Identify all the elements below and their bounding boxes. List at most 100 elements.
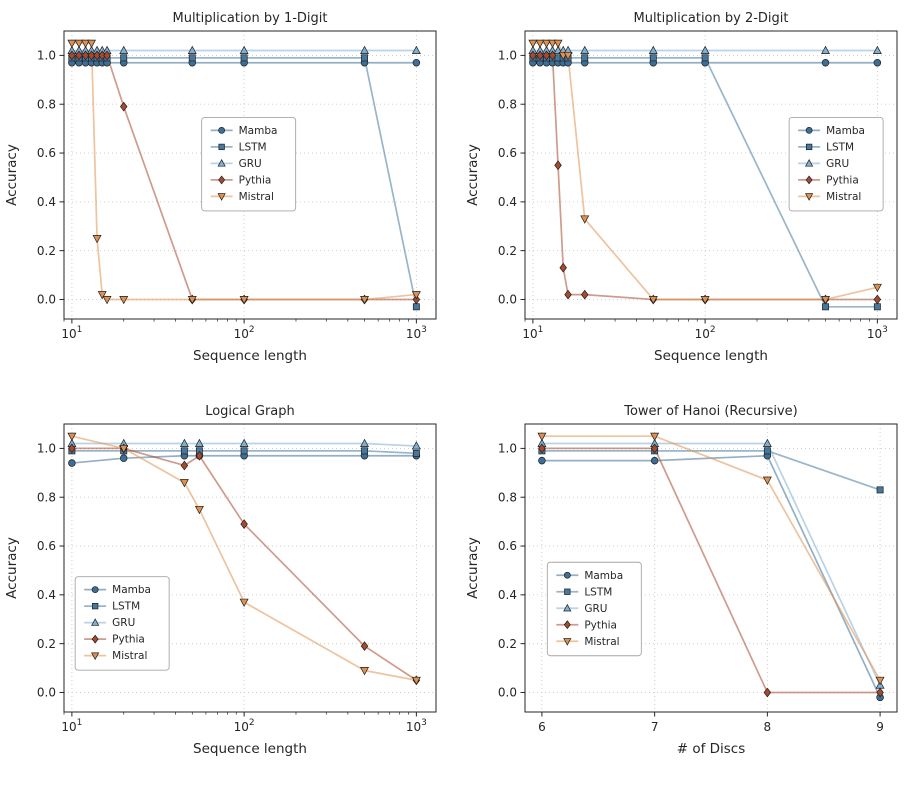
x-tick-label: 103 [406, 718, 427, 734]
series-markers-mistral [67, 39, 421, 305]
legend-label-gru: GRU [239, 158, 262, 170]
y-tick-label: 0.4 [37, 588, 56, 602]
axes-box [63, 30, 437, 320]
y-tick-label: 0.2 [498, 637, 517, 651]
grid-lines [525, 424, 897, 712]
series-markers-mistral [67, 432, 421, 686]
legend-label-pythia: Pythia [584, 619, 617, 631]
legend-label-gru: GRU [584, 603, 607, 615]
x-tick-label: 102 [695, 325, 716, 341]
y-tick-label: 0.0 [498, 293, 517, 307]
x-tick-label: 101 [61, 325, 82, 341]
legend-box [546, 561, 642, 657]
series-markers-mistral [528, 39, 882, 305]
y-tick-label: 0.2 [37, 244, 56, 258]
chart-title: Multiplication by 1-Digit [172, 11, 327, 26]
axis-ticks [59, 54, 417, 324]
y-tick-label: 0.8 [37, 97, 56, 111]
series-markers-gru [67, 438, 421, 450]
x-tick-label: 9 [876, 720, 884, 734]
series-markers-pythia [538, 443, 884, 698]
x-tick-label: 8 [764, 720, 772, 734]
legend-label-gru: GRU [112, 617, 135, 629]
chart-logical-graph: 0.0 0.2 0.4 0.6 0.8 1.0 101 102 103 Logical Graph… [0, 393, 461, 786]
legend-label-pythia: Pythia [239, 175, 272, 187]
y-tick-label: 0.6 [498, 146, 517, 160]
y-tick-label: 0.4 [498, 588, 517, 602]
legend-label-gru: GRU [826, 158, 849, 170]
chart-svg: 0.0 0.2 0.4 0.6 0.8 1.0 101 102 103 Multiplicatio… [4, 11, 437, 364]
axes-box [524, 423, 898, 713]
y-tick-label: 0.0 [37, 293, 56, 307]
x-tick-label: 102 [234, 325, 255, 341]
series-line-mistral [541, 435, 881, 681]
chart-title: Tower of Hanoi (Recursive) [623, 404, 798, 419]
y-tick-label: 0.6 [37, 146, 56, 160]
y-tick-label: 0.8 [498, 97, 517, 111]
x-tick-label: 103 [867, 325, 888, 341]
series-markers-mistral [537, 432, 885, 686]
series-markers-lstm [538, 447, 884, 494]
y-tick-label: 0.0 [37, 686, 56, 700]
y-tick-label: 0.8 [37, 490, 56, 504]
legend-label-lstm: LSTM [239, 142, 267, 154]
axis-ticks [59, 447, 417, 717]
y-tick-label: 1.0 [37, 442, 56, 456]
x-tick-label: 103 [406, 325, 427, 341]
legend-label-mamba: Mamba [112, 584, 151, 596]
x-axis-label: # of Discs [677, 741, 746, 757]
legend: Mamba LSTM GRU Pythia Mistral [74, 576, 170, 671]
legend: Mamba LSTM GRU Pythia Mistral [546, 561, 642, 657]
legend: Mamba LSTM GRU Pythia Mistral [201, 116, 297, 212]
series-line-gru [541, 442, 881, 686]
chart-title: Logical Graph [205, 404, 295, 419]
series-line-pythia [541, 447, 881, 694]
y-tick-label: 0.2 [37, 637, 56, 651]
legend-box [201, 116, 297, 212]
legend-label-mamba: Mamba [584, 570, 623, 582]
x-tick-label: 101 [61, 718, 82, 734]
chart-title: Multiplication by 2-Digit [633, 11, 788, 26]
grid-lines [64, 424, 436, 712]
y-axis-label: Accuracy [4, 537, 20, 599]
legend: Mamba LSTM GRU Pythia Mistral [788, 116, 884, 212]
chart-svg: 0.0 0.2 0.4 0.6 0.8 1.0 101 102 103 Multiplicatio… [465, 11, 898, 364]
series-line-lstm [541, 450, 881, 491]
x-tick-label: 6 [538, 720, 546, 734]
legend-label-mistral: Mistral [584, 636, 619, 648]
chart-multiplication-1digit: 0.0 0.2 0.4 0.6 0.8 1.0 101 102 103 Multiplicatio… [0, 0, 461, 393]
x-tick-label: 102 [234, 718, 255, 734]
legend-label-lstm: LSTM [584, 586, 612, 598]
y-tick-label: 1.0 [498, 442, 517, 456]
legend-label-mistral: Mistral [112, 650, 147, 662]
y-tick-label: 0.6 [498, 539, 517, 553]
y-tick-label: 0.4 [37, 195, 56, 209]
y-axis-label: Accuracy [465, 537, 481, 599]
series-markers-gru [528, 45, 882, 54]
chart-tower-of-hanoi: 0.0 0.2 0.4 0.6 0.8 1.0 6 7 8 9 Tower of Hanoi (Re… [461, 393, 922, 786]
y-axis-label: Accuracy [465, 144, 481, 206]
legend-label-lstm: LSTM [826, 142, 854, 154]
series-markers-gru [67, 45, 421, 54]
x-tick-label: 7 [651, 720, 659, 734]
axis-ticks [520, 447, 881, 717]
legend-label-mamba: Mamba [239, 125, 278, 137]
y-axis-label: Accuracy [4, 144, 20, 206]
x-tick-label: 101 [522, 325, 543, 341]
legend-box [74, 576, 170, 671]
x-axis-label: Sequence length [654, 348, 768, 364]
legend-label-mistral: Mistral [239, 191, 274, 203]
legend-label-pythia: Pythia [826, 175, 859, 187]
chart-svg: 0.0 0.2 0.4 0.6 0.8 1.0 6 7 8 9 Tower of Hanoi (Re… [465, 404, 898, 757]
x-axis-label: Sequence length [193, 741, 307, 757]
legend-label-pythia: Pythia [112, 634, 145, 646]
y-tick-label: 0.6 [37, 539, 56, 553]
chart-svg: 0.0 0.2 0.4 0.6 0.8 1.0 101 102 103 Logical Graph… [4, 404, 437, 757]
y-tick-label: 1.0 [498, 49, 517, 63]
legend-label-lstm: LSTM [112, 601, 140, 613]
legend-label-mamba: Mamba [826, 125, 865, 137]
legend-label-mistral: Mistral [826, 191, 861, 203]
y-tick-label: 1.0 [37, 49, 56, 63]
y-tick-label: 0.8 [498, 490, 517, 504]
